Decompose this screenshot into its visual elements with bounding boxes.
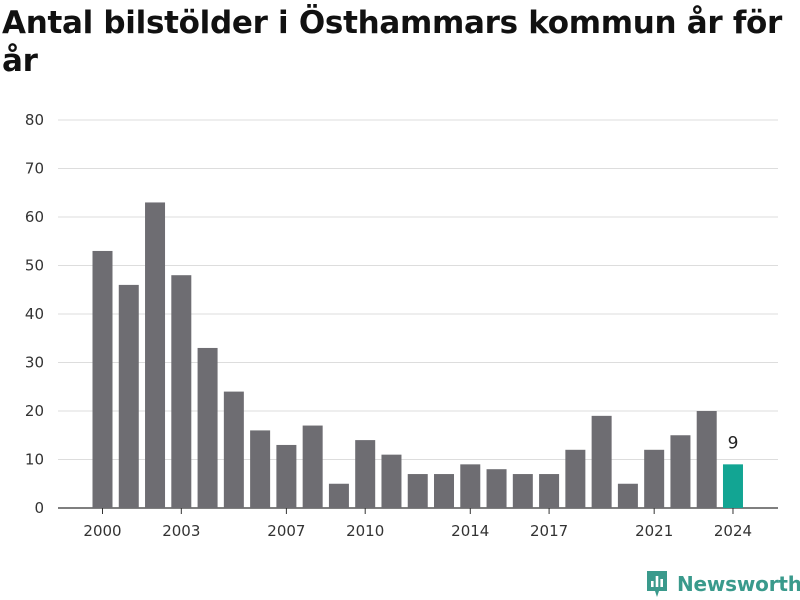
data-label-2024: 9 <box>728 433 739 453</box>
y-tick-label: 80 <box>25 111 44 129</box>
x-tick-label: 2014 <box>451 522 489 540</box>
bar-2000 <box>92 250 113 508</box>
y-tick-label: 0 <box>34 499 44 517</box>
bar-2011 <box>381 454 402 508</box>
x-axis-ticks: 2000 2003 2007 2010 2014 2017 2021 2024 <box>83 508 752 540</box>
x-tick-label: 2003 <box>162 522 200 540</box>
y-tick-label: 60 <box>25 208 44 226</box>
bar-2024 <box>722 464 743 508</box>
x-tick-label: 2021 <box>635 522 673 540</box>
y-tick-label: 30 <box>25 354 44 372</box>
bar-2022 <box>670 435 691 508</box>
newsworthy-logo: Newsworthy <box>645 568 800 600</box>
bar-chart-logo-icon <box>647 571 667 597</box>
bar-2016 <box>512 474 533 508</box>
x-tick-label: 2010 <box>346 522 384 540</box>
y-tick-label: 70 <box>25 160 44 178</box>
bar-2002 <box>145 202 166 508</box>
bar-2023 <box>696 411 717 508</box>
bar-2005 <box>223 391 244 508</box>
chart-title: Antal bilstölder i Östhammars kommun år … <box>2 5 783 79</box>
y-tick-label: 50 <box>25 257 44 275</box>
bar-2015 <box>486 469 507 508</box>
bar-2012 <box>407 474 428 508</box>
bar-2020 <box>617 483 638 508</box>
bar-2006 <box>250 430 271 508</box>
bar-2001 <box>118 284 139 508</box>
y-tick-label: 40 <box>25 305 44 323</box>
data-labels: 9 <box>728 433 739 453</box>
bar-2004 <box>197 347 218 508</box>
y-axis-ticks: 0 10 20 30 40 50 60 70 80 <box>25 111 44 517</box>
bars <box>92 202 743 508</box>
bar-2019 <box>591 415 612 508</box>
bar-2014 <box>460 464 481 508</box>
x-tick-label: 2024 <box>714 522 752 540</box>
y-tick-label: 20 <box>25 402 44 420</box>
bar-2018 <box>565 449 586 508</box>
bar-2013 <box>434 474 455 508</box>
brand-name: Newsworthy <box>677 572 800 596</box>
bar-2017 <box>539 474 560 508</box>
bar-2021 <box>644 449 665 508</box>
x-tick-label: 2007 <box>267 522 305 540</box>
bar-2010 <box>355 440 376 508</box>
y-tick-label: 10 <box>25 451 44 469</box>
x-tick-label: 2017 <box>530 522 568 540</box>
x-tick-label: 2000 <box>83 522 121 540</box>
bar-2003 <box>171 275 192 508</box>
bar-2009 <box>328 483 349 508</box>
gridlines <box>58 119 778 509</box>
bar-2007 <box>276 444 297 508</box>
bar-2008 <box>302 425 323 508</box>
